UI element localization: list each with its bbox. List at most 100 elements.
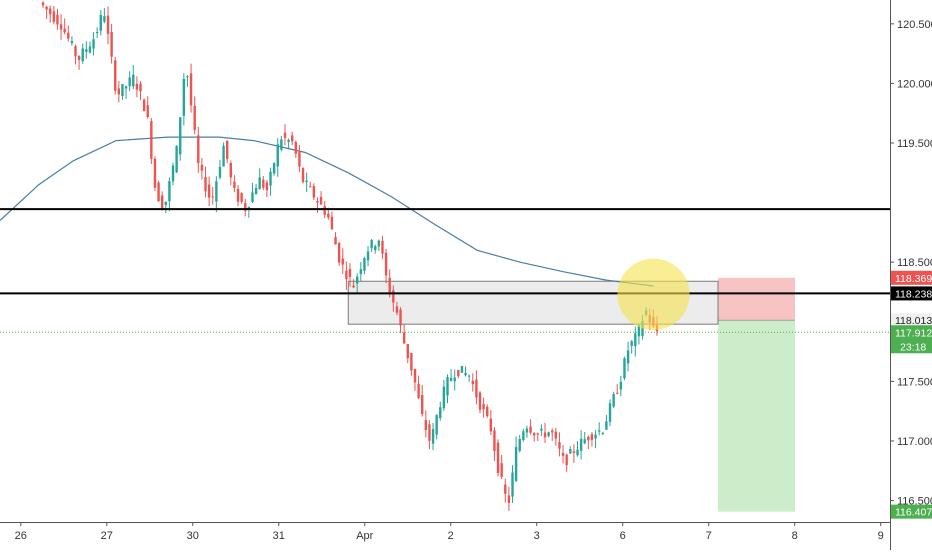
stop-loss-zone[interactable] [718, 277, 795, 321]
candle-down [616, 392, 619, 394]
candle-down [52, 11, 56, 22]
candle-up [99, 14, 102, 31]
candle-down [334, 237, 337, 245]
candle-down [424, 420, 428, 431]
take-profit-zone[interactable] [718, 320, 795, 512]
candle-down [114, 60, 117, 91]
candle-down [587, 436, 590, 441]
highlight-ellipse[interactable] [617, 258, 690, 331]
candle-up [547, 432, 550, 437]
candle-down [561, 452, 565, 456]
candle-up [175, 146, 178, 173]
candle-down [150, 121, 153, 159]
time-axis-background [0, 522, 890, 550]
candle-up [359, 269, 363, 274]
candle-up [435, 415, 438, 435]
candle-up [514, 447, 518, 481]
candle-up [601, 433, 604, 435]
moving-average-layer [0, 136, 654, 287]
candle-down [146, 105, 149, 118]
candle-up [612, 394, 615, 407]
price-axis[interactable]: 120.500 120.000 119.500 118.500 117.500 117.0… [890, 0, 932, 550]
candle-down [496, 442, 500, 474]
candle-up [164, 201, 167, 205]
candle-down [49, 8, 52, 15]
price-tick-label: 117.000 [897, 436, 932, 448]
time-tick-label: 3 [534, 530, 540, 542]
price-label-box[interactable] [891, 313, 932, 328]
price-label-box[interactable] [891, 504, 932, 519]
candle-down [77, 55, 81, 60]
candle-down [301, 168, 305, 183]
price-tick-label: 119.500 [897, 138, 932, 150]
time-tick-label: 9 [878, 530, 884, 542]
candle-up [637, 325, 641, 337]
time-tick-label: 8 [792, 530, 798, 542]
price-label-box[interactable] [891, 286, 932, 301]
candle-down [417, 383, 420, 399]
candle-up [269, 171, 272, 186]
price-tick-label: 120.500 [897, 19, 932, 31]
horizontal-lines-layer[interactable] [0, 208, 890, 295]
candle-down [290, 135, 294, 142]
last-price-box[interactable] [891, 325, 932, 354]
candle-down [413, 368, 417, 383]
candle-up [128, 77, 131, 87]
candle-down [457, 369, 460, 377]
candle-down [319, 196, 323, 205]
candle-down [543, 432, 547, 438]
candle-down [200, 164, 204, 171]
candle-down [197, 135, 200, 164]
time-tick-label: 2 [448, 530, 454, 542]
time-axis[interactable]: 26 27 30 31 Apr 2 3 6 7 8 9 [0, 522, 890, 550]
candle-down [402, 332, 406, 344]
last-price-label: 117.912 [895, 327, 932, 339]
moving-average-line [0, 136, 654, 287]
candle-up [124, 86, 128, 89]
candle-down [323, 206, 326, 215]
candle-up [608, 403, 612, 422]
candle-down [421, 394, 424, 415]
candle-down [500, 463, 503, 477]
candle-down [142, 99, 146, 112]
candle-down [471, 380, 474, 385]
time-tick-label: 26 [15, 530, 27, 542]
candle-up [222, 145, 225, 167]
candle-down [406, 343, 409, 359]
candle-up [576, 449, 579, 456]
candle-up [70, 40, 74, 44]
candle-up [446, 376, 449, 396]
candle-up [305, 180, 308, 183]
candle-down [233, 181, 236, 188]
candle-up [597, 430, 601, 432]
candle-down [478, 392, 482, 410]
candle-up [272, 163, 276, 174]
candle-up [179, 117, 182, 155]
candle-up [525, 428, 529, 433]
candle-down [135, 83, 139, 90]
candle-up [95, 32, 99, 34]
highlight-layer[interactable] [617, 258, 690, 331]
candle-down [532, 433, 536, 436]
candle-down [536, 433, 539, 435]
candle-down [475, 379, 478, 398]
candle-up [453, 377, 456, 382]
price-label: 118.013 [895, 315, 932, 327]
time-tick-label: 30 [187, 530, 199, 542]
candle-up [287, 139, 290, 142]
candle-down [240, 193, 243, 203]
candle-up [630, 341, 633, 346]
candle-down [294, 141, 298, 154]
candle-up [103, 16, 106, 22]
candle-down [262, 179, 265, 188]
price-label-box[interactable] [891, 270, 932, 285]
candle-up [623, 358, 626, 379]
candle-down [45, 6, 48, 10]
candle-down [348, 269, 352, 277]
candle-up [85, 49, 88, 52]
candle-down [327, 213, 330, 218]
candle-down [493, 430, 496, 452]
candle-down [384, 252, 388, 276]
